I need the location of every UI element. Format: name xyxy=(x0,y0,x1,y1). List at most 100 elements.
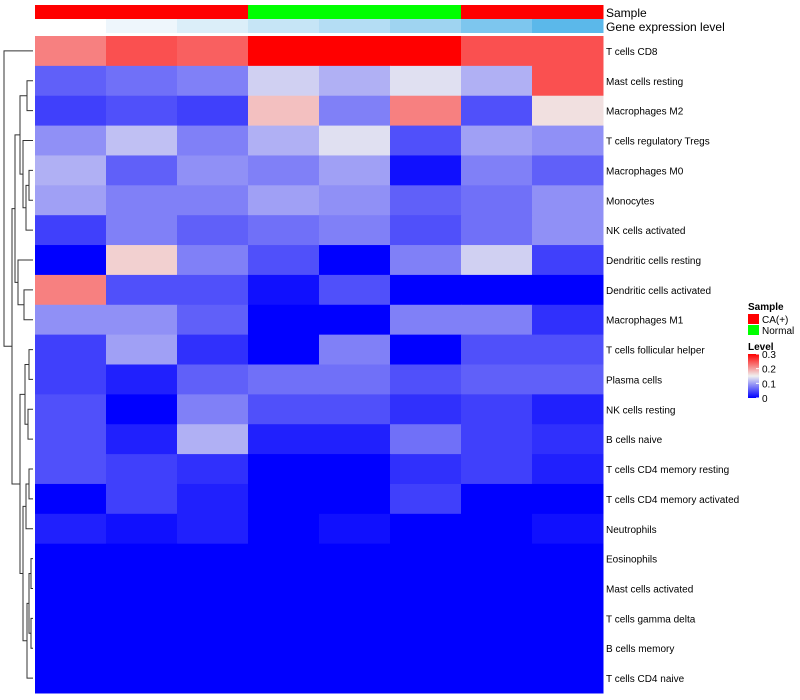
heatmap-cell xyxy=(248,663,320,694)
sample-annotation-cell xyxy=(461,5,533,19)
legend: Sample CA(+)Normal Level 0.3 0.2 0.1 0 xyxy=(748,302,794,405)
legend-swatch xyxy=(748,314,759,324)
heatmap-cell xyxy=(106,394,178,425)
heatmap-cell xyxy=(461,483,533,515)
heatmap-cell xyxy=(35,364,107,395)
dendrogram-branch xyxy=(11,208,20,485)
heatmap-cell xyxy=(177,573,249,604)
heatmap-cell xyxy=(106,663,178,694)
heatmap-cell xyxy=(177,394,249,425)
heatmap-cell xyxy=(461,454,533,485)
legend-entry-label: Normal xyxy=(762,326,794,337)
heatmap-cell xyxy=(390,304,462,336)
heatmap-cell xyxy=(390,663,462,694)
row-label: T cells gamma delta xyxy=(606,614,696,625)
heatmap-cell xyxy=(106,36,178,67)
expression-annotation-cell xyxy=(532,19,604,33)
heatmap-cell xyxy=(461,513,533,545)
legend-color-bar xyxy=(748,354,759,398)
heatmap-cell xyxy=(319,364,391,395)
legend-swatch xyxy=(748,325,759,335)
heatmap-cell xyxy=(461,36,533,67)
heatmap-cell xyxy=(248,334,320,365)
sample-annotation-cell xyxy=(106,5,178,19)
heatmap-cell xyxy=(177,424,249,455)
heatmap-cell xyxy=(177,454,249,485)
dendrogram-branch xyxy=(28,468,33,500)
heatmap-cell xyxy=(532,424,604,455)
legend-sample-title: Sample xyxy=(748,302,784,313)
heatmap-cell xyxy=(461,633,533,664)
heatmap-cell xyxy=(35,663,107,694)
heatmap-cell xyxy=(319,454,391,485)
heatmap-cell xyxy=(106,573,178,604)
heatmap-cell xyxy=(248,454,320,485)
legend-tick-label: 0.3 xyxy=(762,350,776,361)
sample-annotation-cell xyxy=(319,5,391,19)
heatmap-cell xyxy=(390,215,462,246)
heatmap-cell xyxy=(532,36,604,67)
row-dendrogram xyxy=(3,50,33,679)
heatmap-cell xyxy=(461,95,533,127)
heatmap-cell xyxy=(319,334,391,365)
heatmap-cell xyxy=(248,36,320,67)
sample-annotation-cell xyxy=(35,5,107,19)
heatmap-cell xyxy=(35,185,107,216)
heatmap-cell xyxy=(106,125,178,156)
heatmap-cell xyxy=(461,304,533,336)
heatmap-cell xyxy=(390,513,462,545)
heatmap-cell xyxy=(461,215,533,246)
heatmap-cell xyxy=(319,663,391,694)
heatmap-cell xyxy=(390,36,462,67)
heatmap-cell xyxy=(532,274,604,306)
heatmap-cell xyxy=(106,274,178,306)
heatmap-cell xyxy=(532,245,604,276)
heatmap-cell xyxy=(532,65,604,97)
heatmap-cell xyxy=(390,334,462,365)
heatmap-cell xyxy=(248,125,320,156)
heatmap-cell xyxy=(177,543,249,575)
heatmap-cell xyxy=(177,483,249,515)
heatmap-cell xyxy=(35,155,107,186)
dendrogram-branch xyxy=(28,169,33,201)
heatmap-cell xyxy=(461,364,533,395)
dendrogram-branch xyxy=(30,617,33,649)
heatmap-cell xyxy=(177,185,249,216)
row-label: Neutrophils xyxy=(606,525,657,536)
heatmap-cell xyxy=(390,543,462,575)
row-label: Mast cells activated xyxy=(606,584,693,595)
heatmap-cell xyxy=(106,424,178,455)
heatmap-cell xyxy=(248,274,320,306)
heatmap-cell xyxy=(319,304,391,336)
heatmap-cell xyxy=(319,394,391,425)
heatmap-cell xyxy=(177,215,249,246)
heatmap-cell xyxy=(248,483,320,515)
heatmap-cell xyxy=(532,185,604,216)
dendrogram-branch xyxy=(26,80,33,112)
heatmap-cell xyxy=(177,334,249,365)
heatmap-cells xyxy=(35,36,604,694)
heatmap-cell xyxy=(35,543,107,575)
heatmap-cell xyxy=(35,95,107,127)
dendrogram-branch xyxy=(28,349,33,380)
row-label: B cells naive xyxy=(606,435,663,446)
column-annotations xyxy=(35,5,604,33)
heatmap-cell xyxy=(532,334,604,365)
heatmap-cell xyxy=(319,36,391,67)
heatmap-cell xyxy=(461,543,533,575)
heatmap-cell xyxy=(106,245,178,276)
heatmap-cell xyxy=(532,573,604,604)
row-label: Dendritic cells activated xyxy=(606,286,711,297)
heatmap-cell xyxy=(461,424,533,455)
heatmap-cell xyxy=(390,245,462,276)
row-label: T cells regulatory Tregs xyxy=(606,137,710,148)
heatmap-cell xyxy=(532,483,604,515)
heatmap-cell xyxy=(106,364,178,395)
heatmap-cell xyxy=(177,65,249,97)
heatmap-cell xyxy=(319,573,391,604)
heatmap-cell xyxy=(319,125,391,156)
dendrogram-branch xyxy=(26,602,33,679)
heatmap-cell xyxy=(319,274,391,306)
dendrogram-branch xyxy=(17,259,33,306)
heatmap-cell xyxy=(532,513,604,545)
